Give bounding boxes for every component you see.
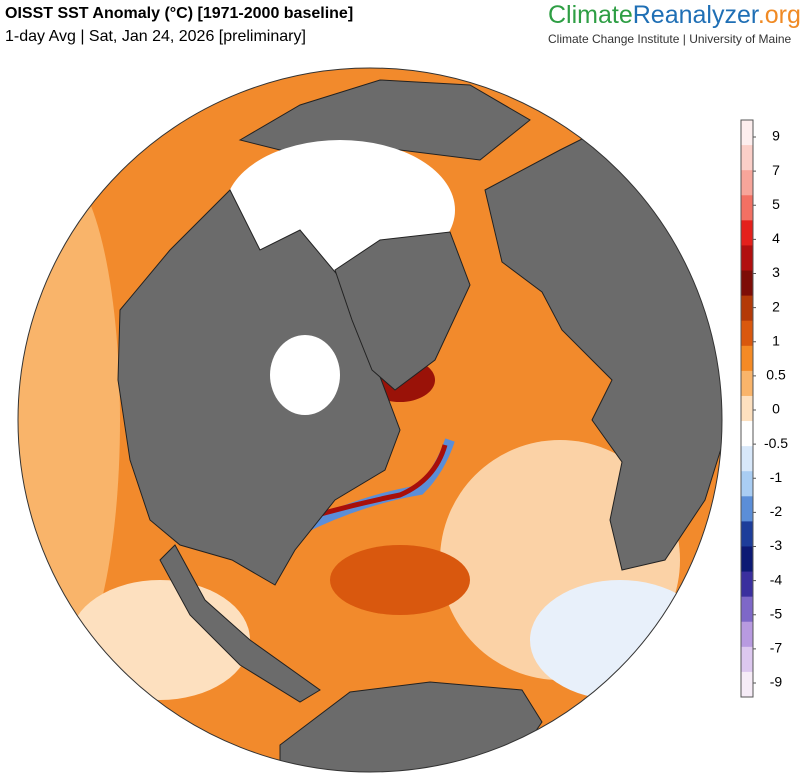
colorbar-bin [741, 646, 753, 673]
globe [18, 68, 722, 772]
colorbar-label: 3 [772, 264, 780, 280]
colorbar-bin [741, 496, 753, 522]
globe-outline [17, 67, 723, 773]
ocean-patch [530, 580, 710, 700]
colorbar-bin [741, 571, 753, 598]
brand: ClimateReanalyzer.org [548, 1, 800, 29]
colorbar-bin [741, 370, 753, 397]
colorbar-bin [741, 596, 753, 623]
colorbar-label: -1 [770, 469, 783, 485]
colorbar-bin [741, 345, 753, 372]
sea-ice [270, 335, 340, 415]
land [117, 189, 401, 586]
title: OISST SST Anomaly (°C) [1971-2000 baseli… [5, 5, 353, 22]
colorbar-bin [741, 546, 753, 573]
colorbar-label: 1 [772, 332, 780, 348]
colorbar-label: 2 [772, 298, 780, 314]
land [334, 231, 471, 391]
colorbar-label: -4 [770, 571, 783, 587]
colorbar-label: -0.5 [764, 435, 788, 451]
colorbar: 9 7 5 4 3 2 1 0.5 0 -0.5 -1 -2 -3 -4 -5 -7 -9 [740, 119, 788, 698]
current [299, 444, 448, 523]
colorbar-bin [741, 195, 753, 221]
colorbar-bin [741, 521, 753, 547]
land [159, 544, 321, 703]
colorbar-label: 9 [772, 128, 780, 144]
colorbar-label: 5 [772, 196, 780, 212]
colorbar-bin [741, 471, 753, 497]
ocean-patch [330, 545, 470, 615]
colorbar-bin [741, 120, 753, 146]
colorbar-label: -2 [770, 503, 783, 519]
colorbar-label: -3 [770, 537, 783, 553]
brand-part: .org [758, 1, 800, 29]
colorbar-bin [741, 295, 753, 322]
brand-part: Climate [548, 1, 633, 29]
colorbar-frame [740, 119, 754, 698]
brand-part: Reanalyzer [633, 1, 759, 29]
colorbar-label: 0.5 [766, 367, 786, 383]
colorbar-bin [741, 145, 753, 171]
colorbar-bin [741, 671, 753, 698]
colorbar-label: 0 [772, 401, 780, 417]
colorbar-bin [741, 170, 753, 196]
colorbar-label: -5 [770, 605, 783, 621]
subtitle: 1-day Avg | Sat, Jan 24, 2026 [prelimina… [5, 28, 306, 45]
colorbar-label: 7 [772, 162, 780, 178]
colorbar-bin [741, 245, 753, 272]
colorbar-bin [741, 220, 753, 246]
colorbar-bin [741, 395, 753, 422]
colorbar-label: -9 [770, 674, 783, 690]
institute: Climate Change Institute | University of… [548, 32, 792, 46]
colorbar-bin [741, 270, 753, 297]
colorbar-label: -7 [770, 640, 783, 656]
colorbar-bin [741, 621, 753, 648]
colorbar-bin [741, 446, 753, 472]
colorbar-bin [741, 320, 753, 347]
colorbar-bin [741, 421, 753, 447]
colorbar-label: 4 [772, 230, 780, 246]
